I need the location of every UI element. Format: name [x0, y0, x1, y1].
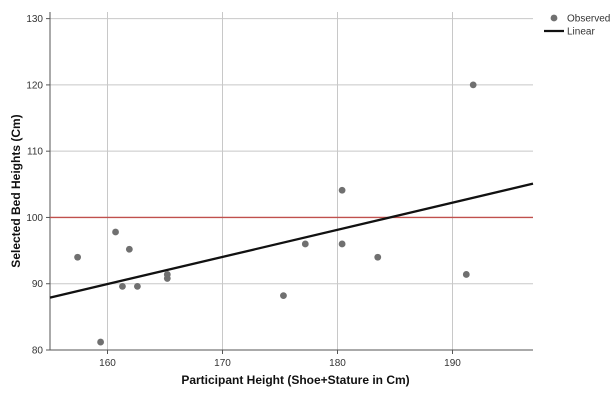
- observed-point-9: [280, 292, 287, 300]
- legend: Observed Linear: [544, 14, 610, 38]
- observed-point-2: [97, 338, 104, 346]
- grid-lines: [50, 12, 533, 351]
- observed-point-1: [74, 253, 81, 261]
- observed-point-11: [338, 186, 346, 194]
- x-tick-label-190: 190: [444, 358, 461, 369]
- observed-point-10: [301, 240, 309, 248]
- fit-lines: [49, 182, 534, 299]
- x-tick-label-160: 160: [99, 358, 116, 369]
- legend-marker-observed: [550, 14, 558, 22]
- y-tick-label-90: 90: [32, 279, 44, 290]
- observed-point-15: [469, 81, 477, 89]
- y-tick-label-130: 130: [26, 14, 43, 25]
- x-axis-title: Participant Height (Shoe+Stature in Cm): [181, 373, 409, 387]
- legend-label-observed: Observed: [567, 14, 610, 25]
- tick-labels: 160 170 180 190 80 90 100 110 120 130: [26, 14, 461, 369]
- y-tick-label-110: 110: [27, 147, 43, 158]
- observed-point-4: [119, 282, 126, 290]
- y-tick-label-80: 80: [32, 346, 44, 357]
- observed-point-5: [125, 245, 133, 253]
- observed-point-8: [163, 275, 171, 282]
- observed-point-3: [112, 228, 119, 236]
- plot-frame: [49, 12, 533, 351]
- legend-label-linear: Linear: [567, 27, 595, 38]
- y-axis-title: Selected Bed Heights (Cm): [9, 114, 23, 267]
- y-tick-label-100: 100: [26, 213, 43, 224]
- observed-point-13: [374, 253, 382, 261]
- x-tick-label-180: 180: [329, 358, 346, 369]
- observed-point-6: [134, 282, 141, 290]
- observed-point-14: [462, 271, 470, 278]
- observed-point-12: [338, 240, 346, 248]
- y-tick-label-120: 120: [26, 80, 43, 91]
- x-tick-label-170: 170: [214, 358, 231, 369]
- linear-fit-line: [49, 182, 534, 299]
- data-points: [74, 81, 477, 346]
